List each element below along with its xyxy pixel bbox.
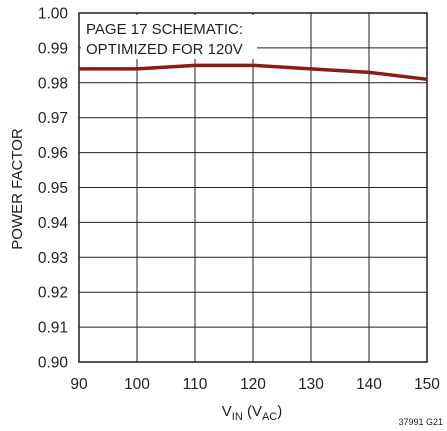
y-tick-label: 0.96 <box>38 145 68 162</box>
x-axis-title: VIN (VAC) <box>222 403 282 423</box>
x-tick-label: 140 <box>356 376 382 393</box>
x-tick-label: 110 <box>183 376 208 393</box>
annotation-background <box>81 15 257 59</box>
x-tick-label: 120 <box>240 376 266 393</box>
x-tick-label: 130 <box>298 376 324 393</box>
x-tick-label: 90 <box>70 376 88 393</box>
plot-frame <box>78 12 428 363</box>
x-axis-title-sub: IN <box>232 411 243 423</box>
y-tick-label: 0.93 <box>38 250 68 267</box>
x-axis-title-main: V <box>222 403 232 420</box>
y-tick-label: 0.94 <box>38 215 69 232</box>
x-tick-label: 100 <box>124 376 150 393</box>
x-axis-title-paren-open: (V <box>243 403 262 420</box>
x-tick-label: 150 <box>414 376 440 393</box>
figure-id: 37991 G21 <box>398 417 443 427</box>
y-tick-label: 1.00 <box>38 6 69 23</box>
y-tick-label: 0.90 <box>38 355 69 372</box>
y-tick-labels: 0.90 0.91 0.92 0.93 0.94 0.95 0.96 0.97 0.98 0.99… <box>38 6 69 372</box>
y-tick-label: 0.95 <box>38 180 68 197</box>
y-tick-label: 0.91 <box>38 320 68 337</box>
y-axis-title: POWER FACTOR <box>9 128 26 250</box>
annotation-line-1: PAGE 17 SCHEMATIC: <box>86 21 243 38</box>
x-axis-title-paren-close: ) <box>277 403 282 420</box>
series-group <box>79 63 428 82</box>
power-factor-line <box>79 63 428 82</box>
y-tick-label: 0.92 <box>38 285 68 302</box>
y-tick-label: 0.98 <box>38 75 68 92</box>
x-axis-title-paren-sub: AC <box>262 411 277 423</box>
y-tick-label: 0.99 <box>38 40 68 57</box>
annotation-line-2: OPTIMIZED FOR 120V <box>86 41 243 58</box>
y-tick-label: 0.97 <box>38 110 68 127</box>
x-tick-labels: 90 100 110 120 130 140 150 <box>70 376 440 393</box>
